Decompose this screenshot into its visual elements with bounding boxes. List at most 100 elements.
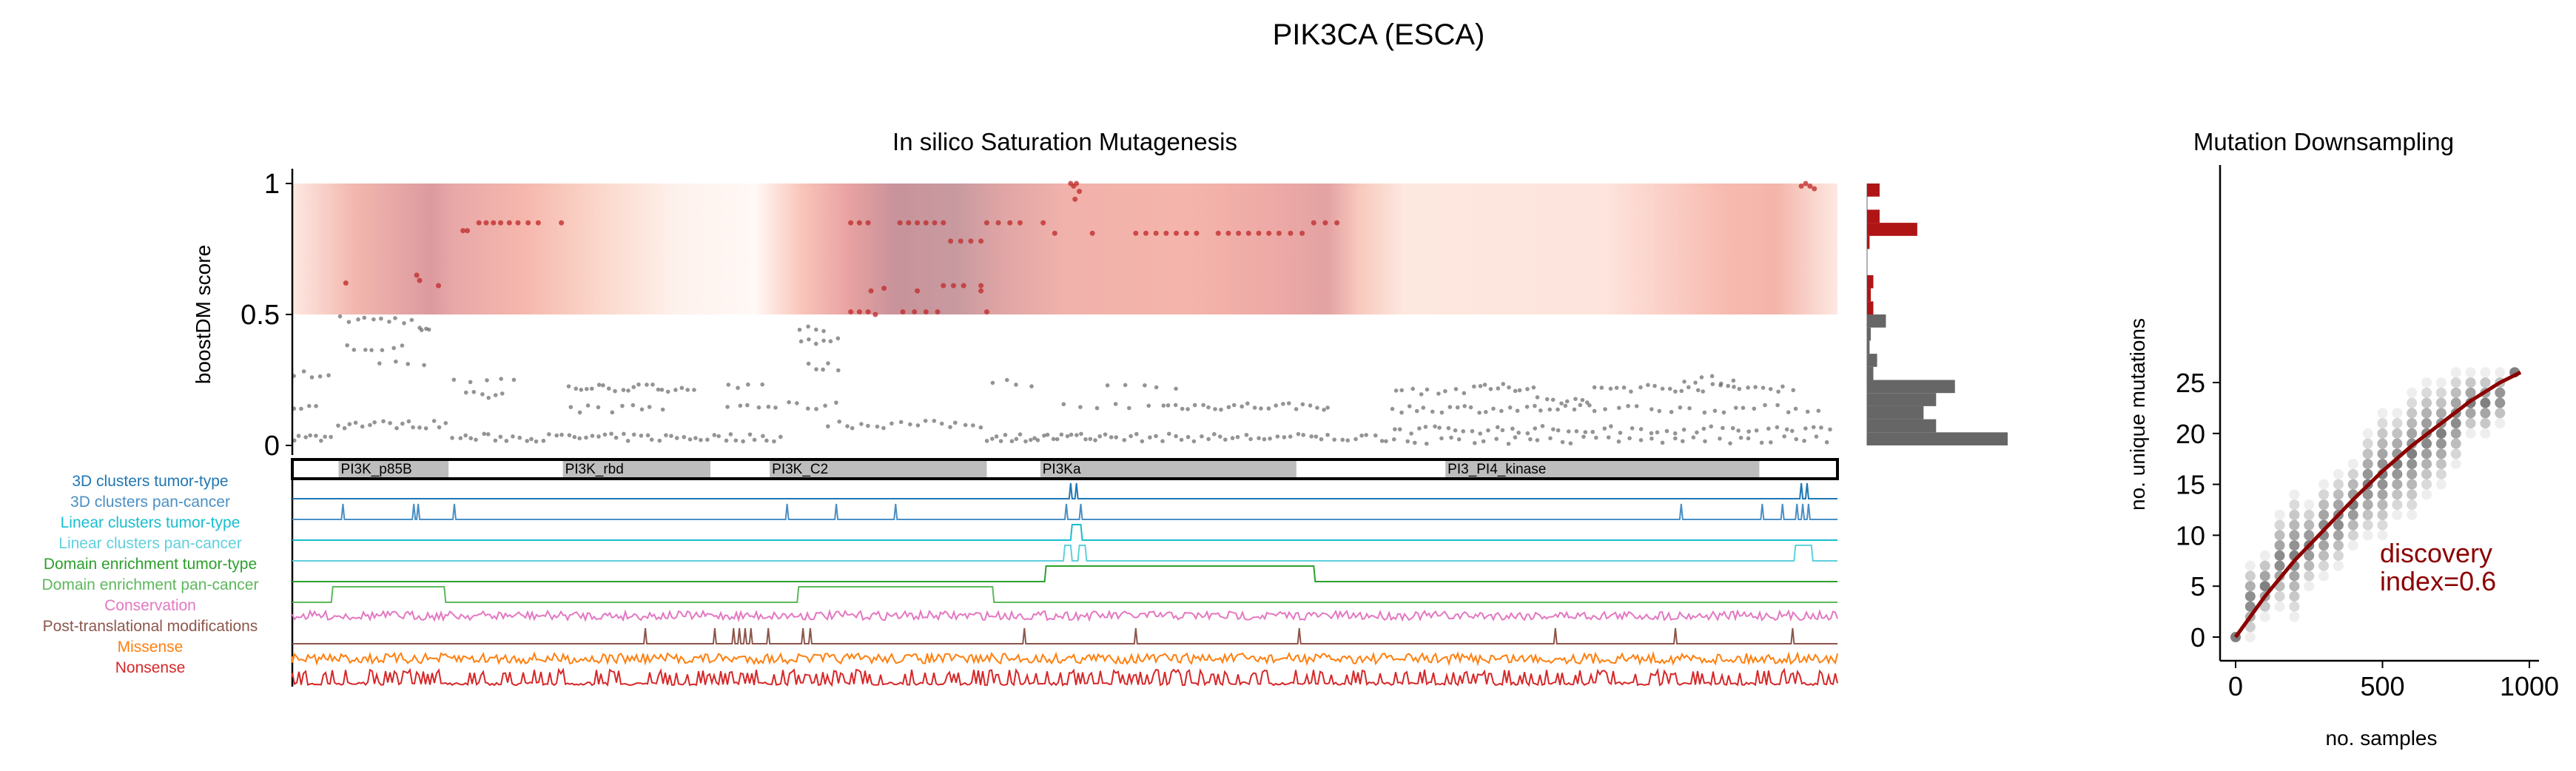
- driver-point: [948, 238, 954, 244]
- passenger-point: [1364, 433, 1368, 437]
- passenger-point: [1782, 434, 1786, 439]
- downsample-point: [2450, 428, 2461, 439]
- driver-point: [1236, 230, 1242, 236]
- annotation-line-2: index=0.6: [2380, 566, 2496, 596]
- passenger-point: [674, 436, 679, 440]
- y-tick-label: 10: [2176, 520, 2205, 551]
- passenger-point: [1702, 410, 1707, 415]
- passenger-point: [406, 362, 411, 366]
- domain-pi3ka: [1040, 461, 1297, 477]
- passenger-point: [760, 382, 764, 387]
- passenger-point: [1018, 432, 1023, 437]
- passenger-point: [504, 439, 509, 443]
- passenger-point: [1712, 408, 1718, 413]
- passenger-point: [347, 422, 352, 427]
- passenger-point: [813, 327, 818, 332]
- passenger-point: [1078, 405, 1083, 409]
- passenger-point: [1340, 437, 1345, 442]
- driver-point: [1183, 230, 1189, 236]
- passenger-point: [828, 339, 833, 343]
- passenger-point: [1535, 395, 1540, 400]
- passenger-point: [1761, 386, 1766, 390]
- passenger-point: [1563, 403, 1568, 408]
- driver-point: [435, 283, 441, 289]
- passenger-point: [1114, 435, 1119, 440]
- annotation-line-1: discovery: [2380, 538, 2492, 568]
- passenger-point: [369, 348, 374, 352]
- fit-line: [2233, 370, 2522, 639]
- downsample-point: [2465, 408, 2476, 419]
- passenger-point: [728, 432, 733, 437]
- saturation-mutagenesis-panel: In silico Saturation Mutagenesis boostDM…: [42, 128, 2008, 687]
- domain-label: PI3K_C2: [772, 462, 828, 477]
- x-tick-label: 0: [2228, 671, 2243, 701]
- passenger-point: [814, 406, 818, 411]
- passenger-point: [609, 431, 613, 436]
- driver-point: [915, 220, 921, 226]
- passenger-point: [613, 388, 617, 394]
- passenger-point: [1803, 426, 1808, 431]
- domain-pi3k_c2: [770, 461, 987, 477]
- passenger-point: [660, 407, 665, 412]
- downsample-point: [2480, 408, 2491, 419]
- driver-point: [559, 220, 565, 226]
- passenger-point: [541, 438, 546, 443]
- passenger-point: [1405, 439, 1410, 444]
- driver-point: [923, 220, 929, 226]
- passenger-point: [314, 404, 318, 408]
- track-line: [292, 627, 1837, 644]
- passenger-point: [1824, 440, 1829, 445]
- driver-point: [414, 272, 420, 278]
- passenger-point: [813, 341, 818, 346]
- downsample-point: [2421, 377, 2432, 388]
- downsample-point: [2362, 489, 2373, 500]
- passenger-point: [1122, 437, 1127, 442]
- passenger-point: [745, 403, 750, 408]
- passenger-point: [511, 377, 517, 383]
- passenger-point: [1701, 426, 1706, 431]
- downsample-point: [2289, 570, 2300, 582]
- passenger-point: [1300, 402, 1305, 407]
- passenger-point: [1673, 389, 1678, 394]
- passenger-point: [417, 425, 422, 430]
- passenger-point: [1421, 405, 1426, 410]
- passenger-point: [1593, 435, 1598, 440]
- passenger-point: [1486, 428, 1490, 433]
- passenger-point: [1281, 402, 1285, 406]
- passenger-point: [1506, 442, 1511, 446]
- y-tick-label: 0: [2190, 622, 2205, 653]
- downsample-point: [2421, 387, 2432, 398]
- passenger-point: [639, 434, 644, 438]
- driver-point: [343, 280, 349, 286]
- downsample-point: [2362, 459, 2373, 470]
- downsample-point: [2377, 438, 2388, 449]
- passenger-point: [952, 420, 958, 425]
- track-label: Conservation: [104, 597, 196, 614]
- passenger-point: [1652, 383, 1657, 388]
- passenger-point: [301, 369, 306, 374]
- domain-label: PI3K_rbd: [565, 462, 624, 477]
- driver-point: [1311, 220, 1316, 226]
- passenger-point: [687, 437, 693, 442]
- passenger-point: [1649, 407, 1654, 411]
- passenger-point: [1752, 406, 1757, 411]
- driver-point: [1007, 220, 1013, 226]
- passenger-point: [1315, 405, 1319, 410]
- track-line: [292, 667, 1838, 687]
- downsample-point: [2304, 509, 2315, 520]
- passenger-point: [1629, 389, 1633, 394]
- passenger-point: [1055, 437, 1060, 442]
- passenger-point: [1606, 435, 1611, 440]
- passenger-point: [498, 434, 503, 440]
- downsample-point: [2333, 540, 2344, 551]
- downsample-point: [2318, 570, 2330, 582]
- histogram-bar: [1867, 405, 1924, 420]
- passenger-point: [296, 434, 301, 438]
- passenger-point: [724, 438, 729, 443]
- passenger-point: [1550, 397, 1556, 403]
- driver-point: [950, 283, 956, 289]
- passenger-point: [1515, 408, 1520, 413]
- driver-point: [1288, 230, 1294, 236]
- passenger-point: [1559, 401, 1564, 405]
- passenger-point: [1681, 439, 1685, 444]
